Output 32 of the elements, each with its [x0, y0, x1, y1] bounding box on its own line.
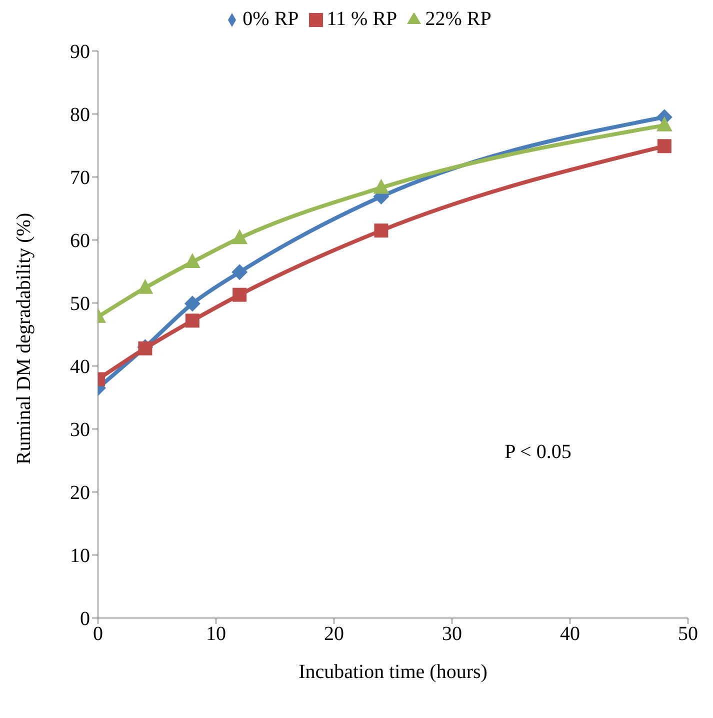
- point: [374, 224, 388, 238]
- x-tick-label: 40: [560, 623, 580, 646]
- x-tick-label: 50: [678, 623, 698, 646]
- point: [184, 296, 200, 312]
- x-tick-label: 30: [442, 623, 462, 646]
- point: [232, 264, 248, 280]
- legend-label: 11 % RP: [326, 8, 398, 30]
- y-tick-label: 20: [70, 482, 90, 504]
- y-tick-label: 70: [70, 167, 90, 190]
- y-tick-label: 10: [70, 545, 90, 568]
- point: [232, 288, 247, 302]
- point: [184, 253, 200, 268]
- y-tick-label: 90: [70, 41, 90, 64]
- x-tick-label: 20: [324, 623, 344, 646]
- y-tick-label: 0: [80, 608, 90, 630]
- point: [373, 178, 390, 194]
- point: [185, 314, 200, 328]
- point: [656, 116, 672, 132]
- point: [232, 229, 248, 244]
- y-axis-title: Ruminal DM degradability (%): [13, 212, 36, 464]
- y-tick-label: 50: [70, 293, 90, 316]
- annotation: P < 0.05: [504, 441, 572, 463]
- legend-label: 0% RP: [242, 8, 299, 30]
- point: [657, 139, 672, 154]
- y-tick-label: 60: [70, 230, 90, 252]
- y-tick-label: 80: [70, 104, 90, 126]
- point: [137, 278, 154, 294]
- x-axis-title: Incubation time (hours): [298, 661, 488, 683]
- y-tick-label: 40: [70, 356, 90, 378]
- x-tick-label: 10: [206, 623, 226, 646]
- legend-label: 22% RP: [425, 8, 492, 30]
- y-tick-label: 30: [70, 419, 90, 442]
